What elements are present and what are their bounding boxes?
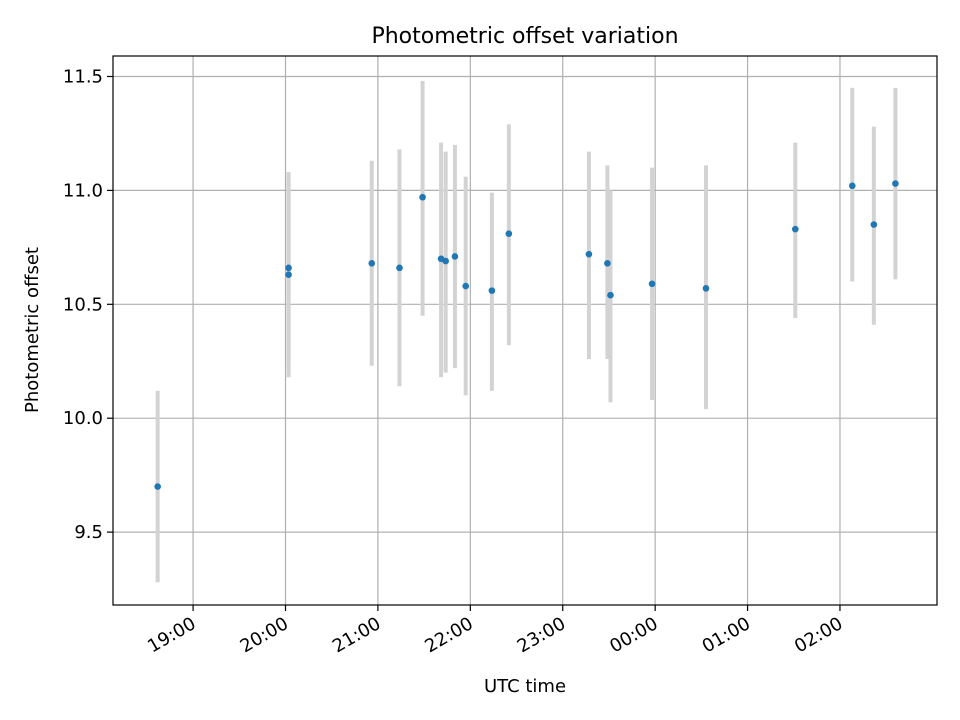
x-tick-label: 02:00 [791, 613, 846, 657]
data-point [604, 259, 611, 267]
data-point [285, 264, 292, 272]
data-point [368, 259, 376, 267]
data-point [451, 253, 459, 260]
data-point [396, 264, 403, 272]
data-point [419, 193, 426, 201]
plot-frame [112, 55, 938, 606]
data-point [870, 221, 878, 228]
data-point [585, 250, 593, 258]
chart-title: Photometric offset variation [371, 24, 678, 49]
data-point [892, 180, 899, 187]
data-point [792, 225, 799, 233]
data-point [285, 271, 292, 278]
x-tick-label: 21:00 [329, 613, 384, 657]
y-tick-label: 10.5 [63, 294, 103, 315]
y-tick-label: 11.5 [63, 67, 103, 88]
data-point [442, 257, 449, 265]
data-point [848, 182, 856, 190]
y-tick-label: 11.0 [63, 180, 103, 201]
y-axis-label: Photometric offset [22, 247, 43, 413]
x-tick-label: 01:00 [699, 613, 754, 657]
x-axis-ticks: 19:00 20:00 21:00 22:00 23:00 00:00 01:00 02:00 [144, 605, 846, 657]
data-point [702, 285, 710, 292]
data-point [488, 287, 496, 294]
data-point [154, 483, 161, 490]
x-tick-label: 00:00 [606, 613, 661, 657]
x-axis-label: UTC time [484, 676, 566, 697]
x-tick-label: 22:00 [421, 613, 476, 657]
data-point [607, 291, 614, 299]
data-point [462, 282, 470, 290]
error-bars [155, 81, 898, 583]
grid-lines [113, 56, 937, 605]
x-tick-label: 20:00 [237, 613, 292, 657]
y-tick-label: 9.5 [74, 522, 103, 543]
data-points [154, 180, 899, 490]
y-axis-ticks: 9.5 10.0 10.5 11.0 11.5 [63, 67, 113, 543]
data-point [648, 280, 656, 288]
x-tick-label: 23:00 [514, 613, 569, 657]
data-point [505, 230, 513, 237]
x-tick-label: 19:00 [144, 613, 199, 657]
y-tick-label: 10.0 [63, 408, 103, 429]
